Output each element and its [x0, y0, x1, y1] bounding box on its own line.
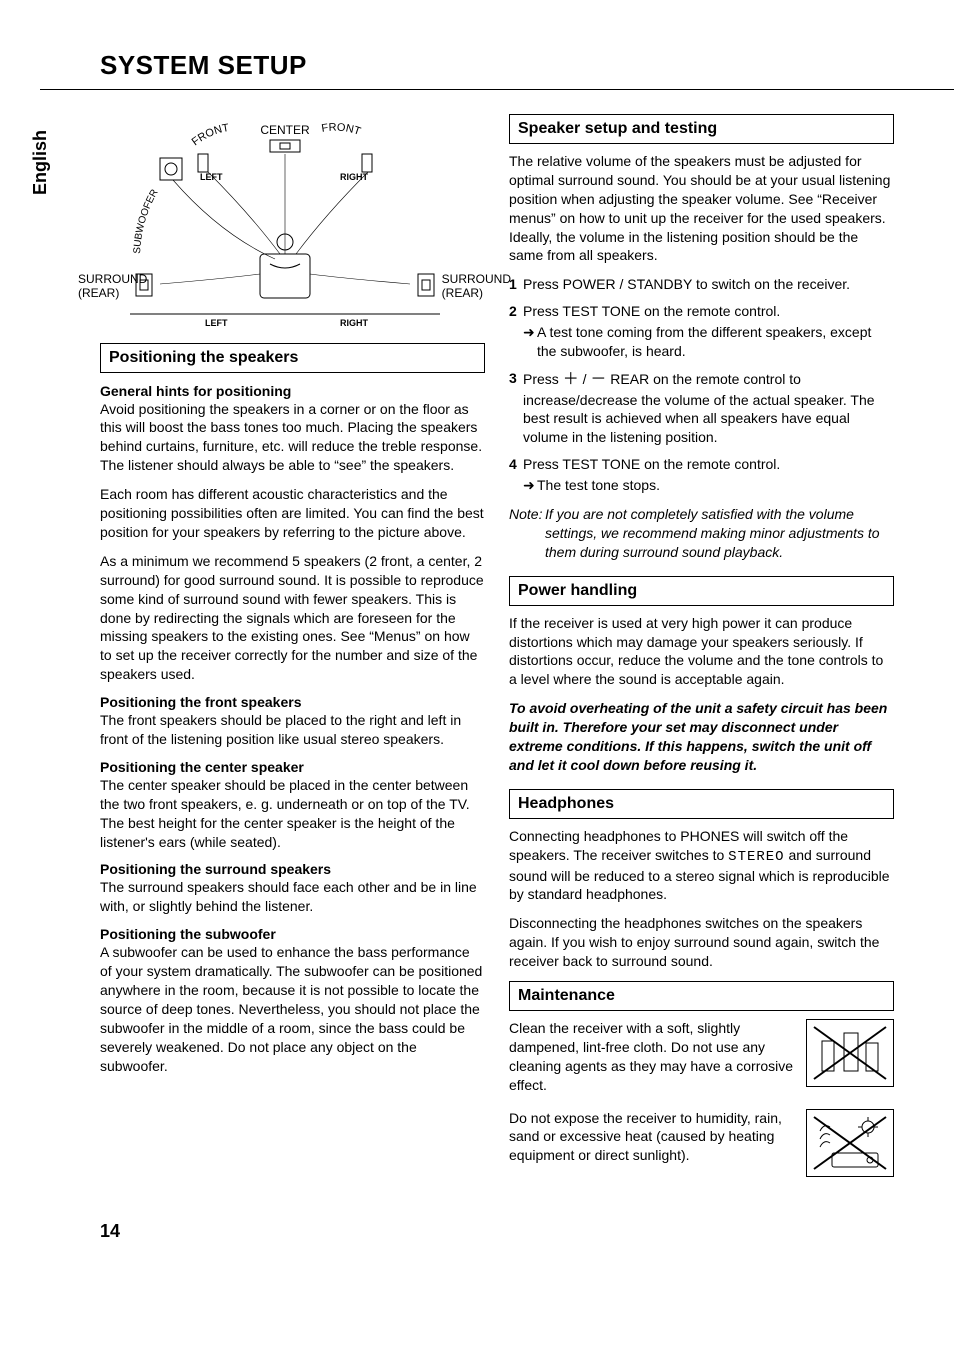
center-p: The center speaker should be placed in t… [100, 776, 485, 852]
page-number: 14 [100, 1221, 894, 1242]
power-head: Power handling [509, 576, 894, 606]
setup-intro: The relative volume of the speakers must… [509, 152, 894, 265]
svg-text:LEFT: LEFT [200, 172, 223, 182]
center-subhead: Positioning the center speaker [100, 759, 485, 775]
sub-subhead: Positioning the subwoofer [100, 926, 485, 942]
left-column: CENTER FRONT FRONT SUBWOOFER LEFT [100, 114, 485, 1191]
power-p: If the receiver is used at very high pow… [509, 614, 894, 690]
surround-p: The surround speakers should face each o… [100, 878, 485, 916]
general-subhead: General hints for positioning [100, 383, 485, 399]
diagram-surround-right: SURROUND (REAR) [442, 273, 511, 301]
maintenance-row-1: Clean the receiver with a soft, slightly… [509, 1019, 894, 1095]
general-p2: Each room has different acoustic charact… [100, 485, 485, 542]
svg-text:RIGHT: RIGHT [340, 318, 369, 328]
speaker-diagram-svg: CENTER FRONT FRONT SUBWOOFER LEFT [100, 114, 470, 334]
content-columns: CENTER FRONT FRONT SUBWOOFER LEFT [100, 114, 894, 1191]
svg-text:RIGHT: RIGHT [340, 172, 369, 182]
general-p1: Avoid positioning the speakers in a corn… [100, 400, 485, 476]
step-3: 3 Press ＋ / － REAR on the remote control… [509, 369, 894, 447]
sub-p: A subwoofer can be used to enhance the b… [100, 943, 485, 1075]
svg-text:SUBWOOFER: SUBWOOFER [132, 188, 161, 254]
positioning-head: Positioning the speakers [100, 343, 485, 373]
step-4: 4 Press TEST TONE on the remote control.… [509, 455, 894, 495]
headphones-p1: Connecting headphones to PHONES will swi… [509, 827, 894, 905]
svg-text:FRONT: FRONT [321, 122, 363, 139]
general-p3: As a minimum we recommend 5 speakers (2 … [100, 552, 485, 684]
page: English SYSTEM SETUP CENTER FRONT FRO [0, 0, 954, 1282]
title-rule [40, 89, 954, 90]
front-subhead: Positioning the front speakers [100, 694, 485, 710]
setup-note: Note:If you are not completely satisfied… [509, 505, 894, 562]
surround-subhead: Positioning the surround speakers [100, 861, 485, 877]
diagram-center-label: CENTER [260, 123, 310, 137]
step-1: 1 Press POWER / STANDBY to switch on the… [509, 275, 894, 294]
setup-steps: 1 Press POWER / STANDBY to switch on the… [509, 275, 894, 495]
headphones-p2: Disconnecting the headphones switches on… [509, 914, 894, 971]
headphones-head: Headphones [509, 789, 894, 819]
language-tab: English [30, 130, 51, 195]
front-p: The front speakers should be placed to t… [100, 711, 485, 749]
maintenance-head: Maintenance [509, 981, 894, 1011]
power-warning: To avoid overheating of the unit a safet… [509, 699, 894, 775]
setup-head: Speaker setup and testing [509, 114, 894, 144]
svg-text:FRONT: FRONT [190, 122, 230, 148]
no-heat-humidity-icon [806, 1109, 894, 1177]
no-cleaning-agents-icon [806, 1019, 894, 1087]
maintenance-row-2: Do not expose the receiver to humidity, … [509, 1109, 894, 1177]
right-column: Speaker setup and testing The relative v… [509, 114, 894, 1191]
speaker-layout-diagram: CENTER FRONT FRONT SUBWOOFER LEFT [100, 114, 485, 329]
step-2: 2 Press TEST TONE on the remote control.… [509, 302, 894, 361]
diagram-surround-left: SURROUND (REAR) [78, 273, 167, 301]
svg-text:LEFT: LEFT [205, 318, 228, 328]
page-title: SYSTEM SETUP [100, 50, 894, 81]
